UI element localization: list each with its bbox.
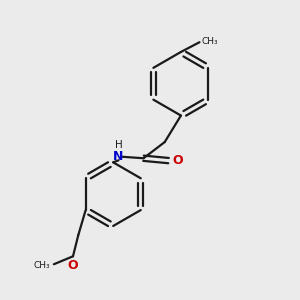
Text: N: N xyxy=(113,150,124,163)
Text: O: O xyxy=(67,259,78,272)
Text: CH₃: CH₃ xyxy=(202,37,218,46)
Text: CH₃: CH₃ xyxy=(33,261,50,270)
Text: H: H xyxy=(115,140,122,150)
Text: O: O xyxy=(172,154,183,167)
